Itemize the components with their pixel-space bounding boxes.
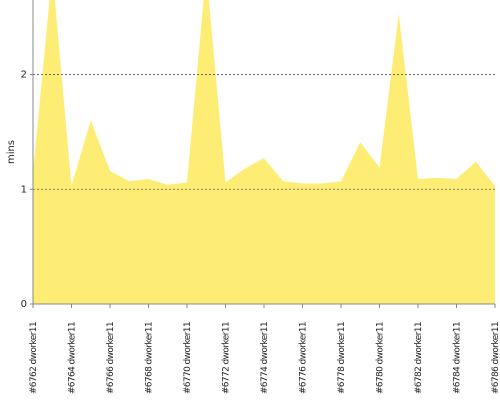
x-tick-label: #6772 dworker11	[222, 322, 232, 394]
x-tick-label: #6784 dworker11	[453, 322, 463, 394]
x-tick-label: #6774 dworker11	[260, 322, 270, 394]
y-tick-label: 1	[21, 184, 27, 195]
x-tick-label: #6762 dworker11	[29, 322, 39, 394]
x-tick-label: #6780 dworker11	[376, 322, 386, 394]
y-axis-label: mins	[6, 140, 17, 164]
area	[33, 0, 495, 304]
y-tick-label: 0	[21, 299, 27, 310]
x-tick-label: #6766 dworker11	[106, 322, 116, 394]
x-tick-label: #6778 dworker11	[337, 322, 347, 394]
x-tick-label: #6782 dworker11	[414, 322, 424, 394]
y-tick-label: 2	[21, 70, 27, 81]
x-tick-label: #6770 dworker11	[183, 322, 193, 394]
x-tick-label: #6764 dworker11	[68, 322, 78, 394]
x-tick-label: #6786 dworker11	[491, 322, 500, 394]
x-tick-label: #6776 dworker11	[299, 322, 309, 394]
x-tick-label: #6768 dworker11	[145, 322, 155, 394]
